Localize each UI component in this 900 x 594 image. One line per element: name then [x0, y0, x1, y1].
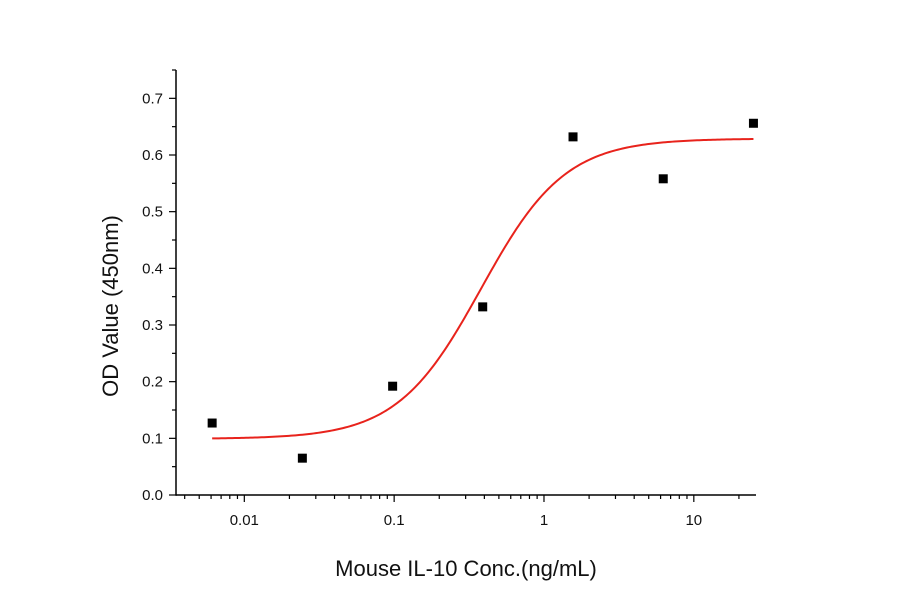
y-tick-label: 0.6: [142, 147, 163, 164]
y-tick-label: 0.0: [142, 487, 163, 504]
x-axis-ticks: 0.01 0.1 1 10: [184, 495, 740, 529]
x-tick-label: 0.01: [230, 512, 259, 529]
y-axis-title: OD Value (450nm): [98, 215, 123, 397]
y-axis-ticks: 0.0 0.1 0.2 0.3 0.4 0.5 0.6 0.7: [142, 69, 176, 504]
x-tick-label: 10: [685, 512, 702, 529]
x-axis-title: Mouse IL-10 Conc.(ng/mL): [335, 556, 597, 581]
x-tick-label: 0.1: [384, 512, 405, 529]
x-tick-label: 1: [540, 512, 548, 529]
fit-curve-line: [212, 138, 754, 440]
data-point-marker: [568, 132, 578, 142]
data-points-layer: [207, 118, 758, 463]
y-tick-label: 0.5: [142, 204, 163, 221]
y-tick-label: 0.1: [142, 430, 163, 447]
axes: [175, 70, 756, 496]
data-point-marker: [297, 453, 307, 463]
fit-curve-layer: [212, 138, 754, 440]
data-point-marker: [207, 418, 217, 428]
data-point-marker: [388, 381, 398, 391]
data-point-marker: [478, 302, 488, 312]
data-point-marker: [748, 118, 758, 128]
y-tick-label: 0.3: [142, 317, 163, 334]
y-tick-label: 0.2: [142, 374, 163, 391]
y-tick-label: 0.4: [142, 260, 163, 277]
data-point-marker: [658, 174, 668, 184]
y-tick-label: 0.7: [142, 90, 163, 107]
